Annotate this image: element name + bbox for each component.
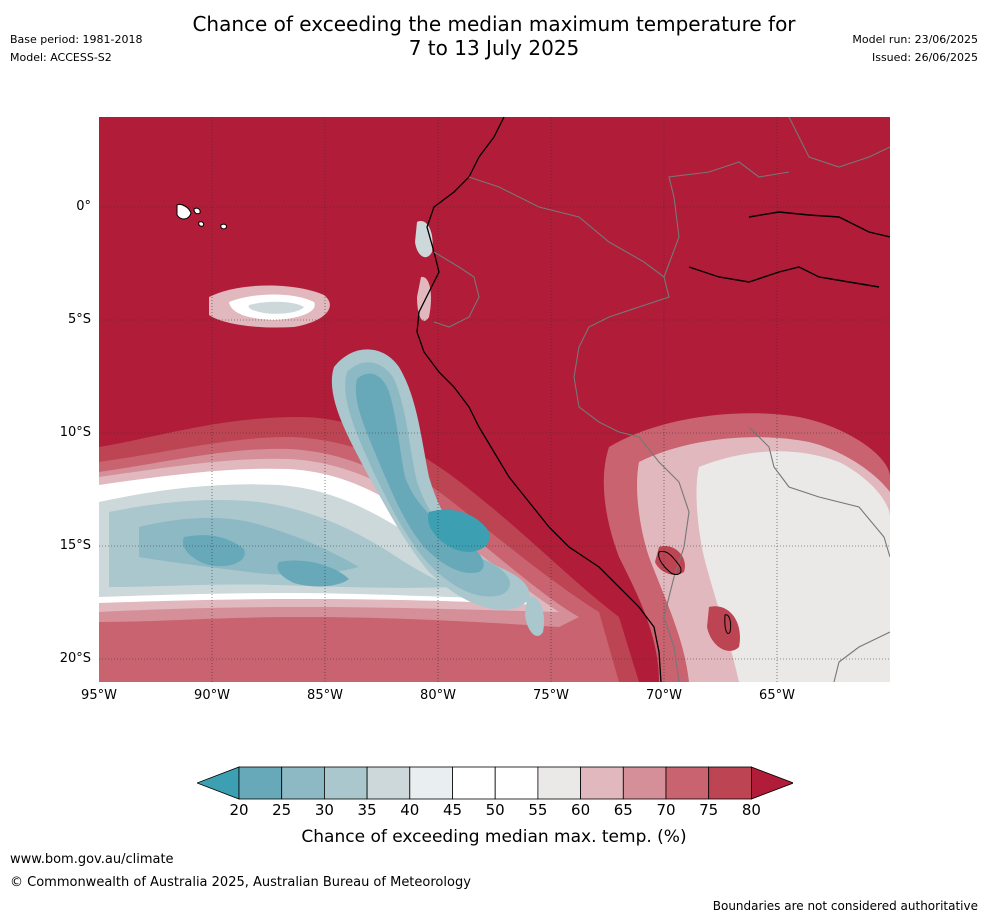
colorbar-cell — [665, 766, 710, 800]
lon-label: 80°W — [420, 688, 456, 703]
colorbar-cell — [324, 766, 368, 800]
colorbar-cell — [708, 766, 752, 800]
colorbar-extend-low — [197, 766, 240, 800]
colorbar-cell — [366, 766, 411, 800]
colorbar-tick-label: 20 — [229, 801, 249, 819]
colorbar-cell — [238, 766, 283, 800]
colorbar-tick-label: 70 — [656, 801, 676, 819]
colorbar-tick-label: 40 — [400, 801, 420, 819]
band-20-west — [183, 535, 245, 567]
lon-label: 90°W — [194, 688, 230, 703]
lon-label: 75°W — [533, 688, 569, 703]
colorbar-tick-label: 55 — [528, 801, 548, 819]
colorbar-tick-label: 75 — [699, 801, 719, 819]
colorbar-cell — [580, 766, 624, 800]
colorbar-tick-label: 60 — [571, 801, 591, 819]
title-line-1: Chance of exceeding the median maximum t… — [192, 12, 796, 36]
model-run: Model run: 23/06/2025 — [852, 33, 978, 46]
interior-55 — [696, 451, 890, 682]
base-period: Base period: 1981-2018 — [10, 33, 143, 46]
model-name: Model: ACCESS-S2 — [10, 51, 112, 64]
colorbar-tick-label: 65 — [613, 801, 633, 819]
colorbar-cell — [622, 766, 667, 800]
colorbar-tick-label: 80 — [741, 801, 761, 819]
forecast-map — [99, 117, 890, 682]
plume-deep — [428, 509, 490, 552]
blob-nw-35 — [248, 301, 304, 314]
issued-date: Issued: 26/06/2025 — [871, 51, 978, 64]
band-20-center — [277, 560, 349, 587]
maranon-river — [688, 266, 880, 288]
lat-label: 5°S — [67, 312, 91, 327]
coastal-speck-south — [525, 596, 545, 636]
title-line-2: 7 to 13 July 2025 — [408, 36, 580, 60]
lat-label: 15°S — [59, 538, 91, 553]
lon-label: 95°W — [81, 688, 117, 703]
lat-label: 10°S — [59, 425, 91, 440]
colorbar-cell — [452, 766, 496, 800]
plume-20 — [355, 373, 484, 573]
colorbar-cell — [494, 766, 539, 800]
map-title: Chance of exceeding the median maximum t… — [0, 12, 988, 60]
lat-label: 20°S — [59, 651, 91, 666]
lat-label: 0° — [76, 199, 91, 214]
colorbar-tick-label: 45 — [442, 801, 463, 819]
lake-titicaca — [658, 550, 682, 575]
country-borders — [433, 117, 890, 682]
colorbar-extend-high — [751, 766, 793, 800]
colorbar-tick-label: 35 — [357, 801, 377, 819]
meta-right: Model run: 23/06/2025 Issued: 26/06/2025 — [852, 31, 978, 67]
meta-left: Base period: 1981-2018 Model: ACCESS-S2 — [10, 31, 142, 67]
galapagos-islands — [176, 204, 227, 230]
lon-label: 85°W — [307, 688, 343, 703]
footer-disclaimer: Boundaries are not considered authoritat… — [712, 899, 978, 913]
colorbar-label: Chance of exceeding median max. temp. (%… — [301, 827, 687, 847]
coastline — [416, 117, 662, 682]
colorbar-tick-label: 25 — [272, 801, 292, 819]
colorbar-cell — [281, 766, 325, 800]
colorbar-tick-label: 30 — [314, 801, 334, 819]
colorbar-cell — [409, 766, 453, 800]
lon-label: 65°W — [759, 688, 795, 703]
footer-url[interactable]: www.bom.gov.au/climate — [10, 852, 174, 867]
lon-label: 70°W — [646, 688, 682, 703]
footer-copyright: © Commonwealth of Australia 2025, Austra… — [10, 875, 471, 890]
colorbar — [197, 766, 793, 800]
colorbar-cell — [537, 766, 581, 800]
amazon-river — [748, 211, 890, 238]
colorbar-tick-label: 50 — [485, 801, 505, 819]
graticule — [99, 117, 890, 682]
south-warm-spot — [707, 606, 740, 651]
lake-poopo — [724, 614, 732, 634]
colorbar-cells — [197, 766, 793, 800]
